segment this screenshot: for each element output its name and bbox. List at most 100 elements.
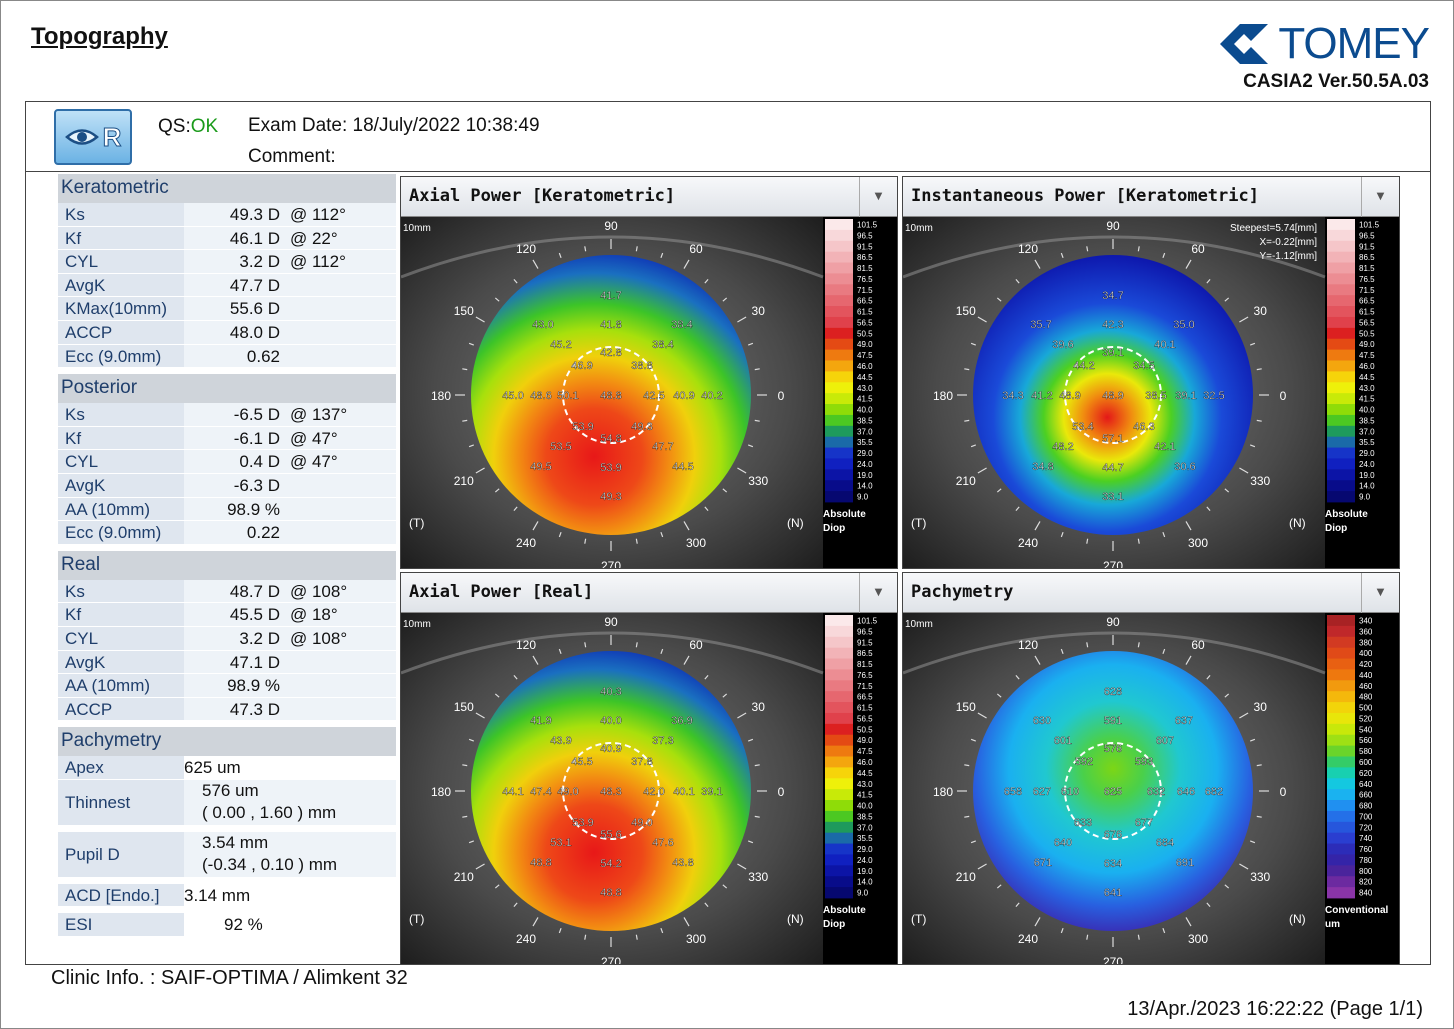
scale-swatch — [1327, 734, 1355, 747]
eyelid-outline — [401, 631, 824, 675]
report-frame: R QS:OK Exam Date: 18/July/2022 10:38:49… — [25, 101, 1431, 965]
map-value: 50.1 — [557, 390, 578, 402]
eye-right-button[interactable]: R — [54, 109, 132, 165]
scale-swatch — [825, 876, 853, 888]
scale-swatch — [825, 789, 853, 801]
scale-tick: 76.5 — [857, 671, 873, 680]
keratometric-axis — [288, 320, 396, 344]
angle-label: 120 — [1018, 638, 1038, 652]
scale-tick: 620 — [1359, 769, 1373, 778]
angle-label: 0 — [1280, 389, 1287, 403]
map-value: 34.7 — [1102, 290, 1123, 302]
angle-label: 0 — [778, 389, 785, 403]
scale-swatch — [1327, 382, 1355, 394]
map-value: 41.9 — [530, 715, 551, 727]
map-value: 37.8 — [631, 756, 652, 768]
scale-swatch — [1327, 447, 1355, 459]
scale-tick: 14.0 — [857, 878, 873, 887]
scale-swatch — [825, 691, 853, 703]
scale-tick: 35.5 — [857, 438, 873, 447]
scale-tick: 760 — [1359, 845, 1373, 854]
real-label: CYL — [58, 626, 184, 650]
angle-label: 60 — [1191, 638, 1205, 652]
scale-swatch — [825, 327, 853, 340]
posterior-header: Posterior — [58, 374, 396, 404]
scale-swatch — [1327, 229, 1355, 242]
map-value: 637 — [1175, 715, 1193, 727]
exam-header: R QS:OK Exam Date: 18/July/2022 10:38:49… — [26, 102, 1430, 172]
angle-label: 90 — [1106, 615, 1120, 629]
scale-tick: 50.5 — [857, 725, 873, 734]
map-value: 53.5 — [550, 441, 571, 453]
scale-swatch — [1327, 436, 1355, 448]
tomey-logo-icon — [1220, 24, 1269, 64]
scale-swatch — [1327, 338, 1355, 351]
scale-tick: 81.5 — [1359, 264, 1375, 273]
scale-tick: 40.0 — [857, 802, 873, 811]
map-value: 41.7 — [600, 290, 621, 302]
scale-swatch — [1327, 425, 1355, 438]
map-value: 53.9 — [572, 817, 593, 829]
map-value: 592 — [1075, 756, 1093, 768]
map-value: 576 — [1104, 743, 1122, 755]
scale-tick: 500 — [1359, 704, 1373, 713]
map-type-dropdown[interactable]: ▼ — [859, 573, 897, 613]
scale-swatch — [1327, 273, 1355, 285]
scale-tick: 91.5 — [857, 638, 873, 647]
scale-swatch — [1327, 691, 1355, 703]
map-type-dropdown[interactable]: ▼ — [1361, 573, 1399, 613]
angle-label: 60 — [689, 638, 703, 652]
posterior-label: Ecc (9.0mm) — [58, 521, 184, 544]
scale-tick: 19.0 — [857, 867, 873, 876]
version-label: CASIA2 Ver.50.5A.03 — [1243, 71, 1429, 92]
scale-tick: 580 — [1359, 747, 1373, 756]
map-value: 47.6 — [652, 837, 673, 849]
keratometric-axis: @ 112° — [288, 203, 396, 226]
zone-3mm-circle — [562, 742, 660, 840]
scale-tick: 29.0 — [857, 845, 873, 854]
steepest-label: Steepest=5.74[mm] — [1230, 223, 1317, 234]
eye-side-label: R — [102, 121, 122, 152]
real-row: CYL 3.2 D @ 108° — [58, 626, 396, 651]
map-value: 48.6 — [530, 390, 551, 402]
map-type-dropdown[interactable]: ▼ — [1361, 177, 1399, 217]
scale-tick: 81.5 — [857, 660, 873, 669]
posterior-label: Kf — [58, 426, 184, 450]
scale-tick: 61.5 — [1359, 308, 1375, 317]
map-type-dropdown[interactable]: ▼ — [859, 177, 897, 217]
map-value: 40.9 — [673, 390, 694, 402]
scale-swatch — [1327, 745, 1355, 757]
map-value: 44.2 — [1073, 360, 1094, 372]
scale-tick: 600 — [1359, 758, 1373, 767]
angle-label: 270 — [601, 559, 621, 568]
scale-tick: 19.0 — [1359, 471, 1375, 480]
scale-tick: 86.5 — [1359, 253, 1375, 262]
scale-swatch — [1327, 647, 1355, 659]
map-value: 48.9 — [1059, 390, 1080, 402]
zone-3mm-circle — [1064, 346, 1162, 444]
angle-label: 30 — [752, 700, 766, 714]
scale-swatch — [825, 229, 853, 242]
map-value: 33.1 — [1102, 491, 1123, 503]
scale-swatch — [1327, 821, 1355, 834]
map-value: 32.5 — [1203, 390, 1224, 402]
scale-swatch — [1327, 625, 1355, 638]
esi-value: 92 % — [224, 915, 263, 935]
scale-swatch — [1327, 240, 1355, 253]
steepest-x: X=-0.22[mm] — [1259, 237, 1317, 248]
scale-swatch — [825, 251, 853, 263]
angle-ticks — [455, 239, 767, 551]
scale-tick: 43.0 — [857, 780, 873, 789]
keratometric-label: ACCP — [58, 320, 184, 344]
scale-swatch — [825, 887, 853, 899]
scale-swatch — [825, 447, 853, 459]
eyelid-outline — [401, 235, 824, 279]
posterior-value: -6.3 D — [184, 473, 288, 497]
angle-label: 120 — [1018, 242, 1038, 256]
scale-unit: Diop — [823, 523, 845, 534]
scale-tick: 24.0 — [857, 460, 873, 469]
real-value: 3.2 D — [184, 626, 288, 650]
scale-swatch — [825, 458, 853, 470]
scale-tick: 66.5 — [1359, 297, 1375, 306]
real-label: Kf — [58, 603, 184, 626]
